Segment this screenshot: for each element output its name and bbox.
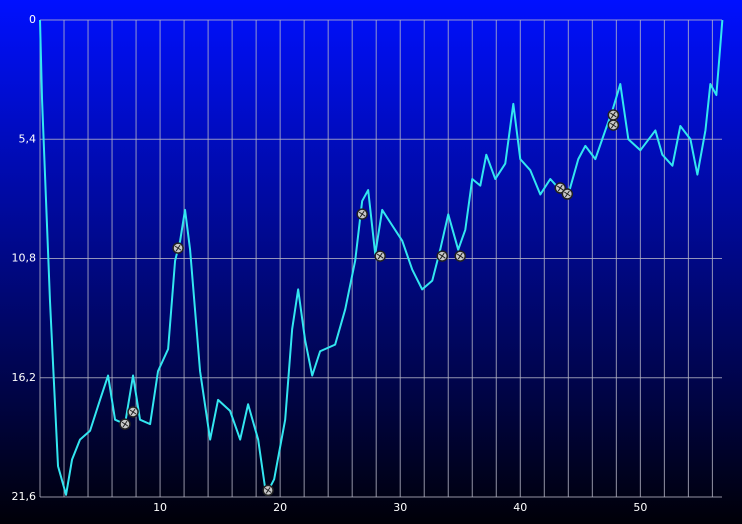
event-marker-icon bbox=[174, 244, 182, 252]
x-tick-label: 10 bbox=[153, 501, 167, 514]
depth-line bbox=[39, 19, 724, 496]
event-marker-icon bbox=[264, 487, 272, 494]
event-marker-icon bbox=[129, 408, 137, 416]
event-marker-icon bbox=[438, 252, 446, 260]
event-marker-icon bbox=[376, 252, 384, 260]
event-marker-icon bbox=[358, 210, 366, 218]
x-tick-label: 30 bbox=[393, 501, 407, 514]
y-tick-label: 0 bbox=[29, 13, 36, 26]
event-marker-icon bbox=[456, 252, 464, 260]
event-marker-icon bbox=[556, 184, 564, 192]
event-marker-icon bbox=[121, 420, 129, 428]
x-tick-label: 50 bbox=[633, 501, 647, 514]
x-tick-label: 40 bbox=[513, 501, 527, 514]
y-tick-label: 21,6 bbox=[12, 490, 37, 503]
event-marker-icon bbox=[564, 190, 571, 198]
event-marker-icon bbox=[610, 121, 617, 129]
y-tick-label: 10,8 bbox=[12, 252, 37, 265]
event-marker-icon bbox=[610, 111, 617, 119]
y-tick-label: 16,2 bbox=[12, 371, 37, 384]
y-tick-label: 5,4 bbox=[19, 132, 37, 145]
x-tick-label: 20 bbox=[273, 501, 287, 514]
